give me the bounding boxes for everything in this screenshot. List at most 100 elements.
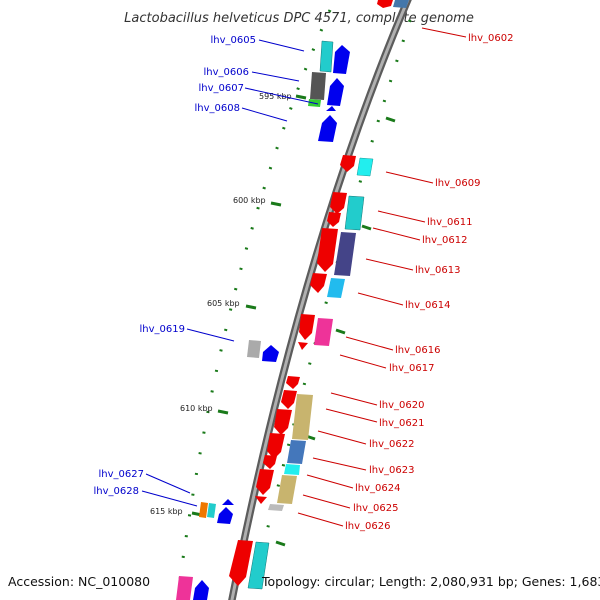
gene-block[interactable] — [298, 342, 308, 350]
gene-block[interactable] — [314, 318, 333, 346]
leader-line — [141, 490, 198, 507]
genome-stats-label: Topology: circular; Length: 2,080,931 bp… — [261, 574, 600, 589]
gene-label[interactable]: lhv_0627 — [99, 469, 144, 480]
gene-label[interactable]: lhv_0623 — [369, 465, 414, 476]
gene-block[interactable] — [222, 499, 234, 505]
scale-tick-minor — [335, 328, 346, 335]
gene-label[interactable]: lhv_0608 — [195, 103, 240, 114]
scale-tick-minor — [275, 540, 286, 547]
gene-label[interactable]: lhv_0626 — [345, 521, 390, 532]
gene-block[interactable] — [319, 40, 334, 73]
gene-block[interactable] — [267, 433, 285, 459]
gene-block[interactable] — [207, 503, 216, 518]
gene-block[interactable] — [334, 232, 356, 276]
gene-block[interactable] — [318, 115, 337, 142]
leader-line — [365, 258, 414, 271]
leader-line — [244, 87, 319, 105]
genome-backbone-highlight — [230, 0, 410, 600]
forward-gene-labels: lhv_0605 lhv_0606 lhv_0607 lhv_0608 lhv_… — [94, 35, 256, 497]
gene-block[interactable] — [310, 273, 327, 293]
leader-line — [302, 494, 351, 509]
gene-block[interactable] — [176, 576, 193, 600]
gene-label[interactable]: lhv_0620 — [379, 400, 424, 411]
scale-label-605: 605 kbp — [207, 299, 240, 308]
leader-line — [251, 71, 300, 82]
gene-block[interactable] — [344, 195, 365, 231]
gene-label[interactable]: lhv_0625 — [353, 503, 398, 514]
gene-block[interactable] — [277, 475, 297, 504]
gene-label[interactable]: lhv_0602 — [468, 33, 513, 44]
gene-label[interactable]: lhv_0613 — [415, 265, 460, 276]
gene-label[interactable]: lhv_0622 — [369, 439, 414, 450]
gene-block[interactable] — [327, 212, 341, 227]
forward-strand-genes — [176, 40, 350, 600]
gene-block[interactable] — [377, 0, 393, 8]
gene-label[interactable]: lhv_0611 — [427, 217, 472, 228]
leader-line — [372, 227, 421, 241]
gene-block[interactable] — [255, 496, 267, 504]
gene-block[interactable] — [327, 78, 344, 106]
leader-line — [312, 457, 367, 471]
scale-tick — [217, 409, 229, 415]
gene-label[interactable]: lhv_0616 — [395, 345, 440, 356]
gene-block[interactable] — [340, 155, 356, 172]
gene-block[interactable] — [199, 502, 208, 518]
gene-label[interactable]: lhv_0606 — [204, 67, 249, 78]
gene-block[interactable] — [247, 541, 270, 590]
gene-block[interactable] — [263, 455, 277, 469]
gene-block[interactable] — [262, 345, 279, 362]
gene-block[interactable] — [356, 157, 374, 177]
gene-block[interactable] — [326, 106, 336, 111]
gene-label[interactable]: lhv_0605 — [211, 35, 256, 46]
leader-line — [357, 292, 404, 306]
accession-label: Accession: NC_010080 — [8, 574, 150, 589]
gene-block[interactable] — [333, 45, 350, 74]
gene-block[interactable] — [229, 540, 253, 586]
gene-label[interactable]: lhv_0607 — [199, 83, 244, 94]
leader-line — [421, 27, 467, 38]
leader-line — [241, 107, 288, 122]
gene-label[interactable]: lhv_0617 — [389, 363, 434, 374]
gene-label[interactable]: lhv_0621 — [379, 418, 424, 429]
leader-line — [186, 328, 235, 342]
leader-line — [345, 336, 394, 351]
gene-block[interactable] — [268, 504, 284, 511]
left-leader-lines — [141, 39, 319, 507]
gene-block[interactable] — [256, 469, 274, 495]
gene-block[interactable] — [310, 72, 326, 100]
gene-block[interactable] — [281, 390, 297, 409]
gene-label[interactable]: lhv_0624 — [355, 483, 400, 494]
gene-block[interactable] — [217, 507, 233, 524]
gene-block[interactable] — [284, 464, 300, 475]
leader-line — [325, 408, 378, 423]
gene-block[interactable] — [287, 440, 306, 464]
scale-tick-minor — [385, 116, 396, 123]
gene-block[interactable] — [327, 278, 345, 298]
right-leader-lines — [297, 27, 467, 527]
gene-block[interactable] — [330, 192, 347, 214]
gene-label[interactable]: lhv_0609 — [435, 178, 480, 189]
scale-label-595: 595 kbp — [259, 92, 292, 101]
gene-block[interactable] — [247, 340, 261, 358]
gene-label[interactable]: lhv_0614 — [405, 300, 450, 311]
reverse-strand-genes — [229, 0, 409, 590]
gene-block[interactable] — [299, 314, 315, 340]
leader-line — [145, 473, 191, 494]
gene-label[interactable]: lhv_0619 — [140, 324, 185, 335]
leader-line — [297, 512, 344, 527]
gene-block[interactable] — [274, 409, 292, 435]
gene-block[interactable] — [286, 376, 300, 389]
leader-line — [317, 430, 367, 445]
reverse-gene-labels: lhv_0602 lhv_0609 lhv_0611 lhv_0612 lhv_… — [345, 33, 513, 532]
gene-block[interactable] — [292, 394, 313, 440]
gene-block[interactable] — [193, 580, 209, 600]
gene-label[interactable]: lhv_0628 — [94, 486, 139, 497]
leader-line — [306, 474, 354, 489]
leader-line — [377, 210, 426, 223]
gene-block[interactable] — [393, 0, 409, 8]
gene-label[interactable]: lhv_0612 — [422, 235, 467, 246]
leader-line — [258, 39, 305, 52]
gene-block[interactable] — [317, 228, 338, 272]
scale-tick — [295, 94, 307, 100]
